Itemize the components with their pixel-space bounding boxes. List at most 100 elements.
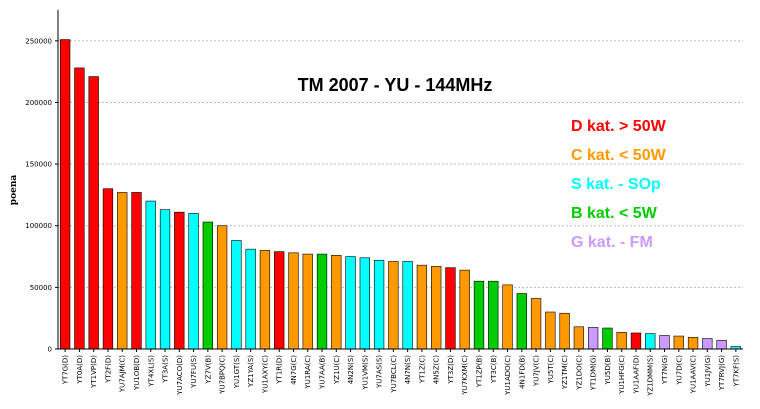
bars bbox=[59, 39, 742, 350]
legend-b: B kat. < 5W bbox=[571, 205, 658, 222]
legend: D kat. > 50W C kat. < 50W S kat. - SOp B… bbox=[571, 118, 667, 251]
bar bbox=[559, 312, 570, 350]
x-tick-label: YT7G(D) bbox=[62, 355, 70, 386]
x-tick-label: YT4XL(S) bbox=[147, 355, 155, 388]
bar bbox=[502, 284, 513, 350]
x-tick-label: YZ1DO(C) bbox=[575, 355, 583, 391]
y-axis-label: poena bbox=[9, 175, 19, 206]
x-tick-label: 4N2N(S) bbox=[347, 355, 355, 385]
bar bbox=[602, 327, 613, 350]
bar bbox=[216, 225, 228, 350]
bar bbox=[630, 332, 642, 350]
x-tick-label: 4N7N(S) bbox=[404, 355, 412, 385]
x-tick-label: YU7ACO(D) bbox=[176, 355, 184, 396]
bar bbox=[145, 200, 156, 350]
x-tick-label: YT7KF(S) bbox=[732, 355, 740, 388]
y-tick-label: 0 bbox=[48, 346, 52, 354]
x-tick-label: YZ1YA(S) bbox=[247, 355, 255, 388]
x-tick-label: YU7KXM(C) bbox=[461, 355, 469, 396]
bar bbox=[288, 252, 299, 350]
bar bbox=[316, 253, 328, 350]
x-tick-label: YU1HFG(C) bbox=[618, 355, 626, 395]
x-tick-label: YU1RA(C) bbox=[304, 355, 312, 390]
x-tick-label: YT3Z(D) bbox=[447, 355, 455, 385]
bar bbox=[459, 269, 470, 350]
bar bbox=[431, 266, 442, 350]
bar bbox=[416, 264, 428, 350]
bar bbox=[117, 192, 128, 350]
bar bbox=[473, 280, 485, 350]
x-tick-label: YT1VP(D) bbox=[90, 355, 98, 389]
legend-g: G kat. - FM bbox=[571, 234, 653, 251]
x-tick-label: YT1ZP(B) bbox=[475, 355, 483, 389]
y-axis-ticks: 0 50000 100000 150000 200000 250000 bbox=[25, 37, 58, 354]
bar bbox=[588, 327, 599, 350]
bar bbox=[445, 267, 456, 350]
x-tick-label: YT1R(D) bbox=[276, 355, 284, 385]
bar bbox=[231, 240, 242, 350]
x-tick-label: YZ1U(C) bbox=[333, 355, 341, 385]
bar bbox=[716, 340, 727, 350]
x-axis-ticks: YT7G(D) YT0A(D) YT1VP(D) YT2F(D) YU7AJM(C) YU… bbox=[62, 349, 740, 397]
bar bbox=[331, 255, 342, 350]
bar bbox=[659, 335, 670, 350]
bar bbox=[159, 209, 171, 350]
x-tick-label: YU7D(C) bbox=[675, 355, 683, 386]
x-tick-label: YT2F(D) bbox=[104, 355, 112, 384]
bar bbox=[373, 259, 385, 350]
x-tick-label: YZ1DMM(S) bbox=[647, 355, 655, 397]
x-tick-label: 4N5Z(C) bbox=[433, 355, 441, 385]
y-tick-label: 250000 bbox=[25, 37, 52, 45]
bar bbox=[102, 188, 114, 350]
bar bbox=[88, 76, 99, 350]
bar bbox=[174, 211, 185, 350]
y-tick-label: 150000 bbox=[25, 161, 52, 169]
x-tick-label: YU1AAF(D) bbox=[632, 355, 640, 395]
x-tick-label: 4N1FD(B) bbox=[518, 355, 526, 389]
bar bbox=[530, 298, 542, 350]
x-tick-label: YT3A(S) bbox=[162, 355, 170, 384]
bar bbox=[516, 293, 527, 350]
x-tick-label: YU1VM(S) bbox=[361, 355, 369, 391]
x-tick-label: YU7FU(S) bbox=[190, 355, 198, 389]
bar bbox=[259, 250, 271, 350]
bar bbox=[673, 335, 684, 350]
x-tick-label: YU7AS(S) bbox=[376, 355, 384, 389]
x-tick-label: YU7AA(B) bbox=[319, 355, 327, 390]
bar bbox=[245, 248, 256, 350]
chart-title: TM 2007 - YU - 144MHz bbox=[298, 75, 493, 95]
bar bbox=[188, 213, 199, 350]
x-tick-label: YU7JV(C) bbox=[533, 355, 541, 387]
x-tick-label: YT0A(D) bbox=[76, 355, 84, 385]
x-tick-label: YZ7V(B) bbox=[204, 355, 212, 385]
x-tick-label: YT1DM(G) bbox=[590, 355, 598, 392]
x-tick-label: YU1GT(S) bbox=[233, 355, 241, 389]
bar bbox=[402, 261, 413, 350]
bar bbox=[645, 333, 656, 350]
legend-s: S kat. - SOp bbox=[571, 176, 661, 193]
x-tick-label: YU5T(C) bbox=[547, 355, 555, 385]
x-tick-label: YT7N(G) bbox=[661, 355, 669, 385]
x-tick-label: YT3C(B) bbox=[490, 355, 498, 384]
bar bbox=[488, 280, 499, 350]
x-tick-label: YU7BCL(C) bbox=[390, 355, 398, 394]
bar bbox=[345, 256, 356, 350]
y-tick-label: 200000 bbox=[25, 99, 52, 107]
x-tick-label: YU1JV(G) bbox=[704, 355, 712, 388]
bar bbox=[202, 221, 213, 350]
bar bbox=[616, 332, 627, 350]
bar bbox=[302, 253, 313, 350]
legend-c: C kat. < 50W bbox=[571, 147, 667, 164]
x-tick-label: YT1Z(C) bbox=[418, 355, 426, 384]
bar bbox=[687, 336, 699, 350]
x-tick-label: YZ1TM(C) bbox=[561, 355, 569, 390]
x-tick-label: YU1OB(D) bbox=[133, 355, 141, 391]
y-tick-label: 100000 bbox=[25, 222, 52, 230]
x-tick-label: YT7RVJ(G) bbox=[718, 355, 726, 391]
x-tick-label: YU7AJM(C) bbox=[119, 355, 127, 393]
bar bbox=[573, 326, 585, 350]
bar bbox=[702, 338, 713, 350]
bar bbox=[131, 192, 142, 350]
bar bbox=[274, 251, 285, 350]
